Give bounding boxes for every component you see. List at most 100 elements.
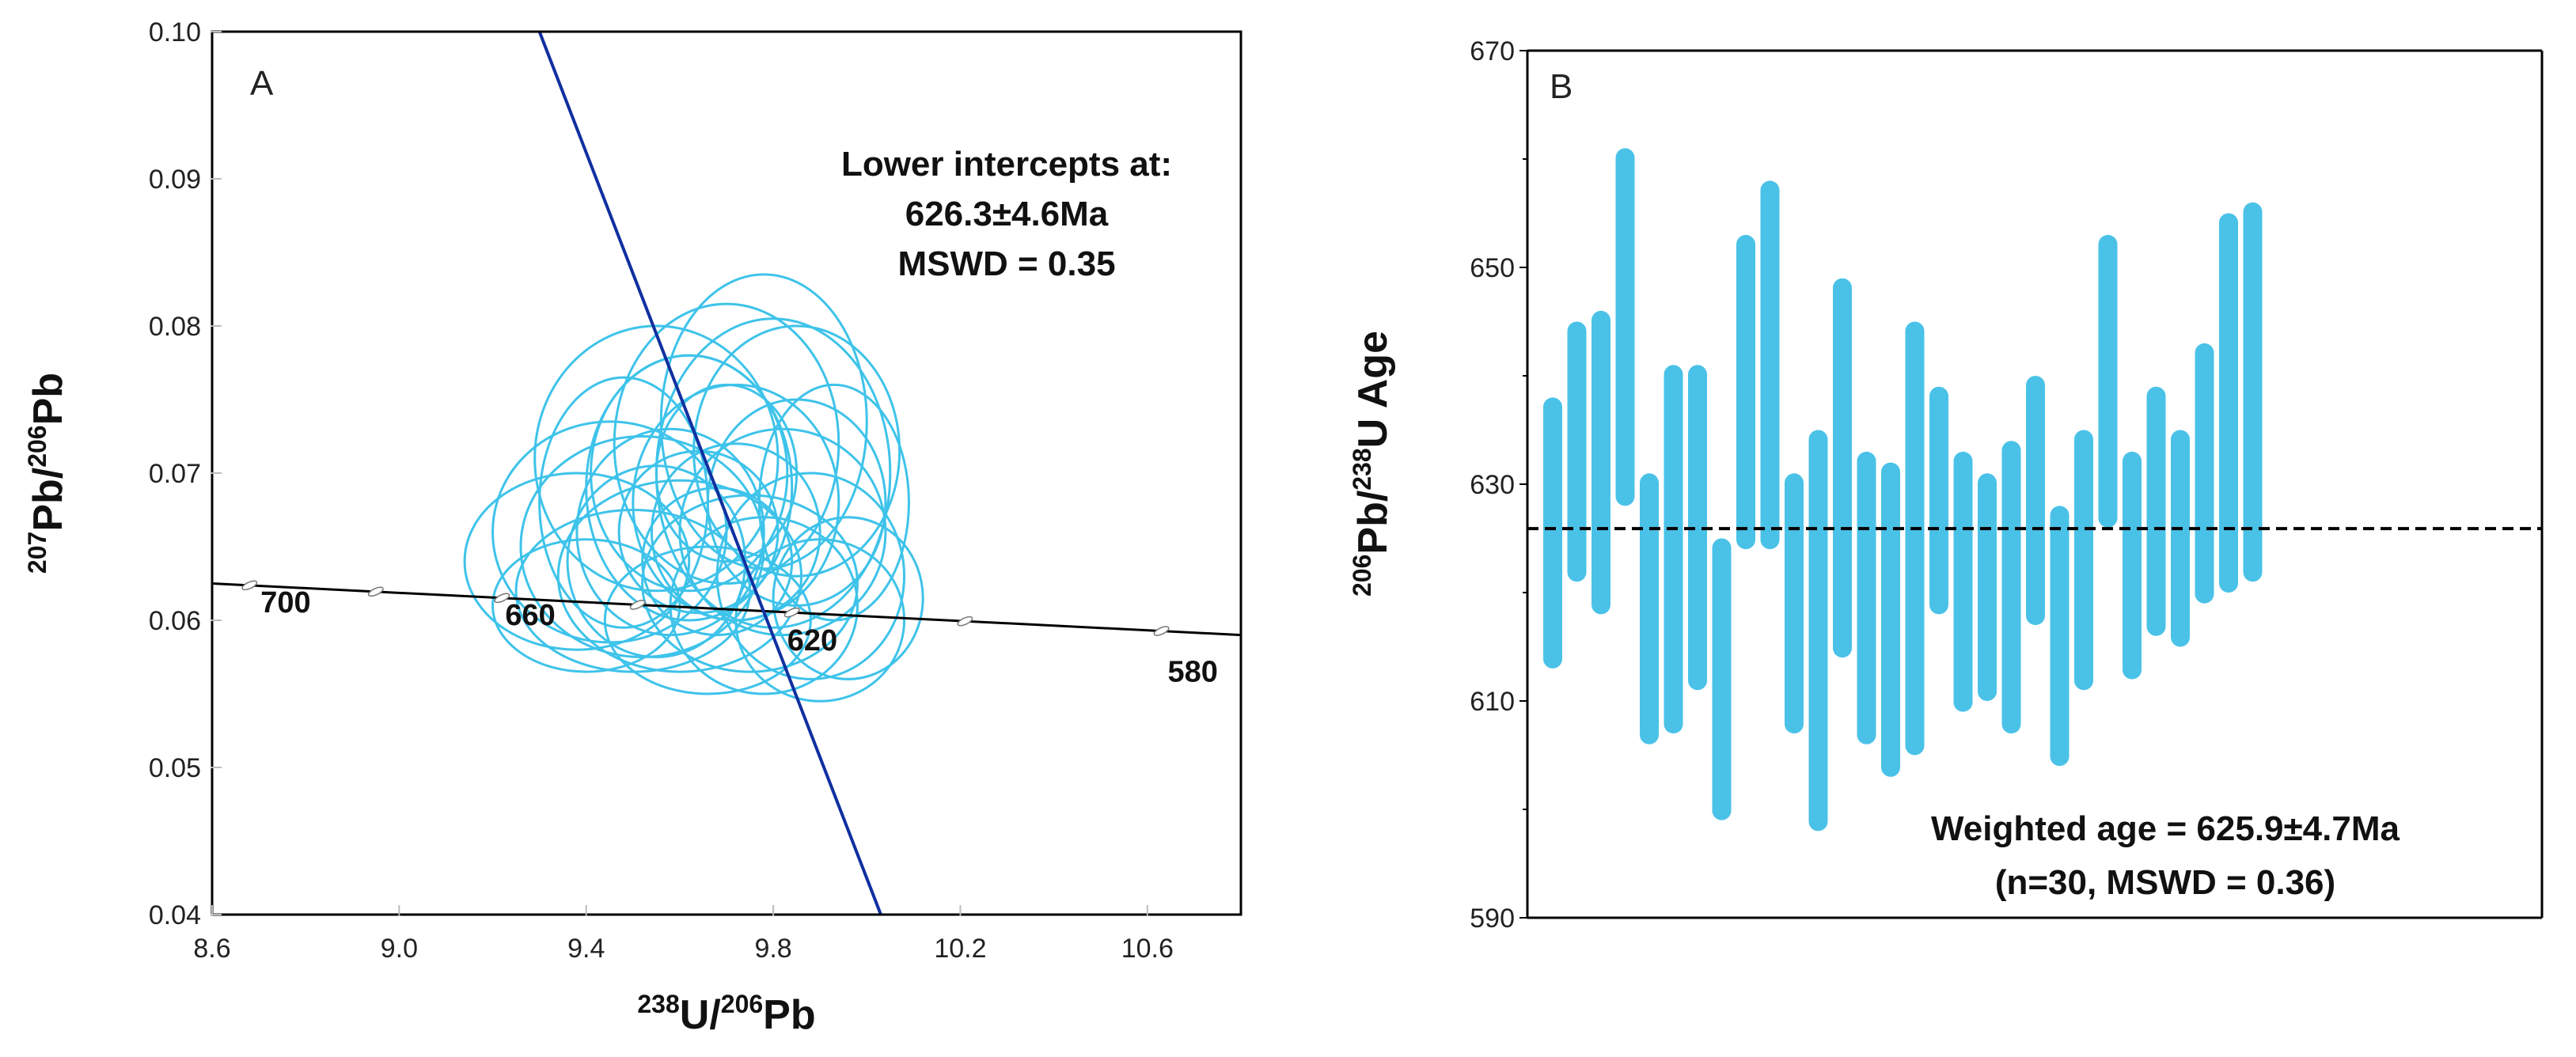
discordia-line-group — [537, 32, 882, 915]
yb-title-sup-1: 206 — [1348, 555, 1376, 597]
weighted-age-stats: (n=30, MSWD = 0.36) — [1995, 863, 2335, 902]
y-axis-b: 590 610 630 650 670 — [1470, 36, 1529, 934]
age-bar — [2146, 386, 2166, 636]
panel-a: 0.04 0.05 0.06 0.07 0.08 0.09 0.10 8.6 9.0 9.4 9.… — [23, 17, 1242, 1038]
yb-title-base-2: U Age — [1350, 331, 1396, 448]
x-title-sup-2: 206 — [721, 990, 763, 1018]
age-bar — [1736, 234, 1755, 550]
age-marker — [241, 580, 258, 591]
y-tick-label: 670 — [1470, 36, 1515, 66]
intercept-mswd: MSWD = 0.35 — [897, 244, 1115, 283]
y-tick-label: 0.08 — [149, 312, 201, 342]
yb-title-base-1: Pb/ — [1350, 491, 1396, 555]
y-axis-title-a: 207Pb/206Pb — [23, 373, 71, 574]
weighted-age-label: Weighted age = 625.9±4.7Ma — [1931, 809, 2400, 848]
error-ellipse — [533, 324, 780, 593]
x-title-base-1: U/ — [680, 992, 721, 1038]
error-ellipse — [772, 516, 924, 680]
age-bar — [2195, 343, 2214, 604]
y-tick-label: 630 — [1470, 470, 1515, 500]
concordia-age-label: 580 — [1168, 656, 1218, 689]
x-title-sup-1: 238 — [637, 990, 679, 1018]
x-tick-label: 10.6 — [1121, 934, 1174, 964]
x-tick-label: 10.2 — [934, 934, 986, 964]
yb-title-sup-2: 238 — [1348, 448, 1376, 490]
age-bar — [1712, 538, 1732, 820]
concordia-curve-group — [212, 580, 1241, 637]
y-title-sup-2: 206 — [23, 425, 51, 467]
error-ellipse — [556, 479, 803, 673]
age-bar — [1760, 180, 1780, 550]
x-axis-title-a: 238U/206Pb — [637, 990, 815, 1038]
age-bar — [1881, 462, 1900, 777]
age-bar — [2098, 234, 2118, 528]
age-bar — [2123, 451, 2142, 680]
age-bar — [1592, 310, 1610, 615]
age-bar — [1640, 473, 1659, 744]
discordia-line — [537, 32, 882, 915]
age-bar — [1543, 397, 1562, 669]
y-tick-label: 0.04 — [149, 900, 201, 930]
age-bar — [1808, 430, 1828, 832]
age-bar — [2050, 506, 2070, 767]
y-tick-label: 0.07 — [149, 459, 201, 489]
panel-b: 590 610 630 650 670 B Weighted age = 625.9±4… — [1348, 36, 2544, 934]
x-tick-label: 8.6 — [193, 934, 230, 964]
concordia-age-label: 620 — [787, 624, 837, 657]
y-tick-label: 0.05 — [149, 753, 201, 783]
age-bar — [2171, 430, 2190, 647]
age-marker — [1153, 626, 1170, 636]
age-bar — [1857, 451, 1876, 744]
plot-frame-b — [1527, 49, 2544, 919]
error-ellipse — [519, 435, 765, 658]
error-ellipses — [463, 273, 924, 703]
intercept-age: 626.3±4.6Ma — [905, 195, 1109, 233]
error-ellipse — [491, 538, 681, 673]
concordia-age-label: 660 — [505, 599, 555, 632]
y-tick-label: 650 — [1470, 253, 1515, 283]
y-axis-a: 0.04 0.05 0.06 0.07 0.08 0.09 0.10 — [149, 17, 222, 930]
error-ellipse — [463, 472, 691, 651]
age-bar — [1785, 473, 1804, 734]
age-bar — [1833, 278, 1852, 658]
x-tick-label: 9.4 — [567, 934, 605, 964]
y-tick-label: 590 — [1470, 904, 1515, 934]
x-title-base-2: Pb — [763, 992, 815, 1038]
age-bar — [1567, 321, 1587, 582]
age-marker — [367, 586, 384, 597]
age-bar — [1615, 148, 1635, 506]
age-bar — [2243, 202, 2263, 582]
error-ellipse — [706, 398, 887, 607]
error-ellipse — [715, 472, 906, 680]
y-tick-label: 0.09 — [149, 165, 201, 195]
age-bar — [2074, 430, 2093, 691]
age-bar — [1664, 365, 1683, 734]
error-ellipse — [514, 509, 752, 673]
age-bar — [2026, 376, 2045, 626]
error-ellipse — [650, 442, 821, 622]
age-bar — [2219, 213, 2238, 593]
y-title-base-1: Pb/ — [25, 468, 71, 532]
age-bar — [1905, 321, 1925, 756]
concordia-curve — [212, 582, 1241, 637]
age-bar — [1929, 386, 1948, 615]
age-marker — [629, 600, 646, 610]
error-ellipse — [654, 383, 799, 563]
age-bar — [1953, 451, 1973, 712]
error-ellipse — [617, 449, 780, 615]
x-tick-label: 9.8 — [754, 934, 791, 964]
y-tick-label: 0.10 — [149, 17, 201, 47]
panel-label-b: B — [1550, 67, 1573, 106]
concordia-age-label: 700 — [260, 586, 310, 619]
y-title-sup-1: 207 — [23, 532, 51, 574]
y-tick-label: 610 — [1470, 687, 1515, 717]
error-ellipse — [603, 545, 812, 695]
y-axis-title-b: 206Pb/238U Age — [1348, 331, 1396, 597]
age-marker — [783, 607, 800, 618]
x-tick-label: 9.0 — [381, 934, 418, 964]
y-tick-label: 0.06 — [149, 606, 201, 636]
panel-label-a: A — [250, 64, 274, 103]
age-bar — [1688, 365, 1707, 691]
age-bar — [2001, 441, 2021, 734]
